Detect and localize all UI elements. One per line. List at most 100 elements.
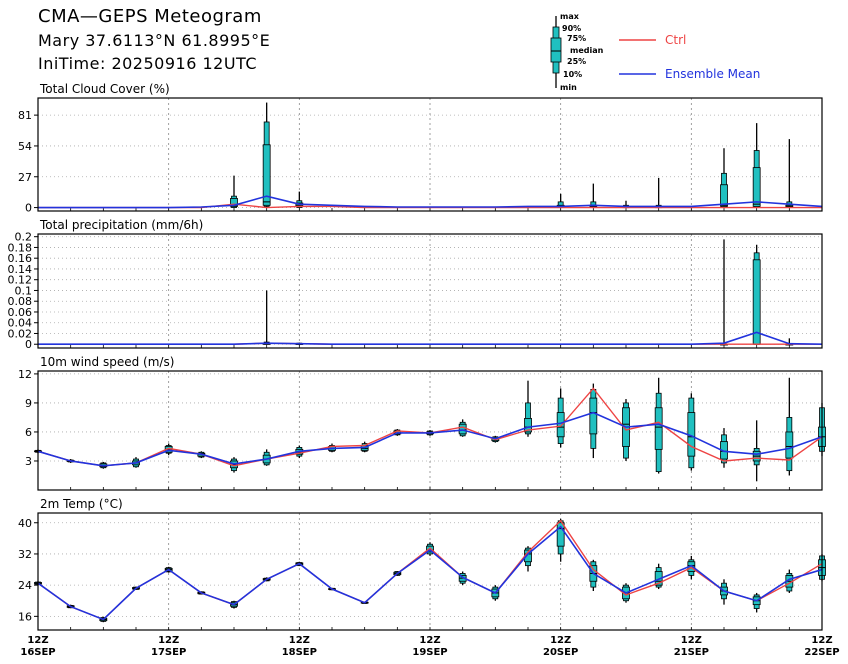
legend: max 90%75% median 25% 10% min Ctrl Ensemble Mea… — [550, 12, 760, 92]
y-tick-label: 40 — [18, 517, 32, 530]
box-96h — [556, 193, 565, 208]
box-25-75 — [654, 407, 663, 450]
panel-title: Total precipitation (mm/6h) — [39, 218, 203, 232]
box-25-75 — [262, 144, 271, 206]
box-42h — [262, 102, 271, 208]
x-tick-label-time: 12Z — [27, 635, 48, 646]
location-label: Mary 37.6113°N 61.8995°E — [38, 31, 271, 50]
x-tick-label-date: 19SEP — [412, 647, 447, 658]
panel-title: 10m wind speed (m/s) — [40, 355, 174, 369]
x-tick-label-time: 12Z — [811, 635, 832, 646]
box-25-75 — [785, 431, 794, 459]
x-tick-label-date: 21SEP — [674, 647, 709, 658]
y-tick-label: 54 — [18, 140, 32, 153]
box-25-75 — [524, 418, 532, 433]
x-tick-label-time: 12Z — [419, 635, 440, 646]
box-120h — [687, 393, 696, 471]
box-102h — [589, 383, 598, 459]
box-114h — [654, 177, 663, 209]
init-time-label: IniTime: 20250916 12UTC — [38, 54, 258, 73]
box-25-75 — [720, 184, 728, 207]
x-tick-label-date: 16SEP — [20, 647, 55, 658]
ensemble-mean-line — [38, 195, 823, 209]
box-25-75 — [752, 167, 761, 207]
y-tick-label: 0 — [25, 338, 32, 351]
box-25-75 — [458, 423, 467, 435]
panel-frame — [37, 370, 823, 491]
panel-frame — [37, 512, 823, 631]
box-132h — [752, 592, 761, 613]
x-tick-label-date: 20SEP — [543, 647, 578, 658]
x-tick-label-date: 18SEP — [282, 647, 317, 658]
box-138h — [785, 139, 794, 208]
meteogram-title: CMA—GEPS Meteogram — [38, 6, 262, 27]
legend-key-label: max — [560, 12, 580, 21]
ensemble-mean-line — [37, 411, 823, 467]
legend-key-label: 90% — [562, 24, 581, 33]
x-tick-label-time: 12Z — [550, 635, 571, 646]
legend-box-25-75 — [550, 37, 562, 63]
y-tick-label: 12 — [18, 368, 32, 381]
box-96h — [556, 388, 565, 448]
y-tick-label: 0.12 — [8, 274, 33, 287]
x-tick-label-time: 12Z — [681, 635, 702, 646]
ensemble-mean-line — [37, 525, 823, 621]
box-132h — [752, 244, 761, 345]
legend-ctrl-label: Ctrl — [665, 33, 686, 47]
box-138h — [785, 377, 794, 476]
legend-key-label: 75% — [567, 34, 586, 43]
y-tick-label: 9 — [25, 397, 32, 410]
legend-key-label: 25% — [567, 57, 586, 66]
panel-frame — [37, 233, 823, 349]
box-25-75 — [556, 522, 565, 547]
x-tick-label-time: 12Z — [289, 635, 310, 646]
box-114h — [654, 563, 663, 590]
y-tick-label: 24 — [18, 579, 32, 592]
y-tick-label: 81 — [18, 109, 32, 122]
legend-mean-label: Ensemble Mean — [665, 67, 760, 81]
panel-3: 10m wind speed (m/s) 3 6 9 12 — [18, 355, 826, 491]
box-25-75 — [230, 198, 238, 207]
y-tick-label: 0 — [25, 202, 32, 215]
y-tick-label: 0.08 — [8, 295, 33, 308]
box-132h — [752, 123, 761, 208]
legend-key-label: 10% — [563, 70, 582, 79]
x-tick-label-time: 12Z — [158, 635, 179, 646]
box-126h — [720, 239, 728, 346]
box-102h — [589, 183, 598, 208]
y-tick-label: 0.14 — [8, 263, 33, 276]
y-tick-label: 0.2 — [15, 231, 33, 244]
box-25-75 — [589, 397, 598, 435]
y-tick-label: 0.06 — [8, 306, 33, 319]
ensemble-mean-line — [38, 331, 823, 346]
panel-2: Total precipitation (mm/6h) 00.020.040.06… — [8, 218, 823, 351]
y-tick-label: 32 — [18, 548, 32, 561]
y-tick-label: 0.02 — [8, 327, 33, 340]
box-132h — [752, 420, 761, 482]
y-tick-label: 6 — [25, 426, 32, 439]
panel-4: 2m Temp (°C)1624324012Z16SEP12Z17SEP12Z1… — [18, 497, 840, 658]
panel-title: Total Cloud Cover (%) — [39, 82, 170, 96]
box-126h — [720, 148, 728, 208]
box-42h — [262, 449, 271, 466]
box-36h — [230, 175, 238, 208]
y-tick-label: 0.16 — [8, 252, 33, 265]
box-42h — [262, 290, 271, 345]
y-tick-label: 0.18 — [8, 241, 33, 254]
y-tick-label: 27 — [18, 171, 32, 184]
box-126h — [720, 428, 728, 468]
box-25-75 — [556, 412, 565, 438]
panel-frame — [37, 97, 823, 212]
panel-title: 2m Temp (°C) — [40, 497, 123, 511]
y-tick-label: 16 — [18, 610, 32, 623]
y-tick-label: 0.04 — [8, 317, 33, 330]
legend-key-label: median — [570, 46, 604, 55]
box-114h — [654, 377, 663, 474]
panel-1: Total Cloud Cover (%) 0 27 54 81 — [18, 82, 823, 215]
x-tick-label-date: 17SEP — [151, 647, 186, 658]
box-48h — [295, 191, 304, 208]
y-tick-label: 3 — [25, 455, 32, 468]
legend-key-label: min — [560, 83, 577, 92]
x-tick-label-date: 22SEP — [804, 647, 839, 658]
